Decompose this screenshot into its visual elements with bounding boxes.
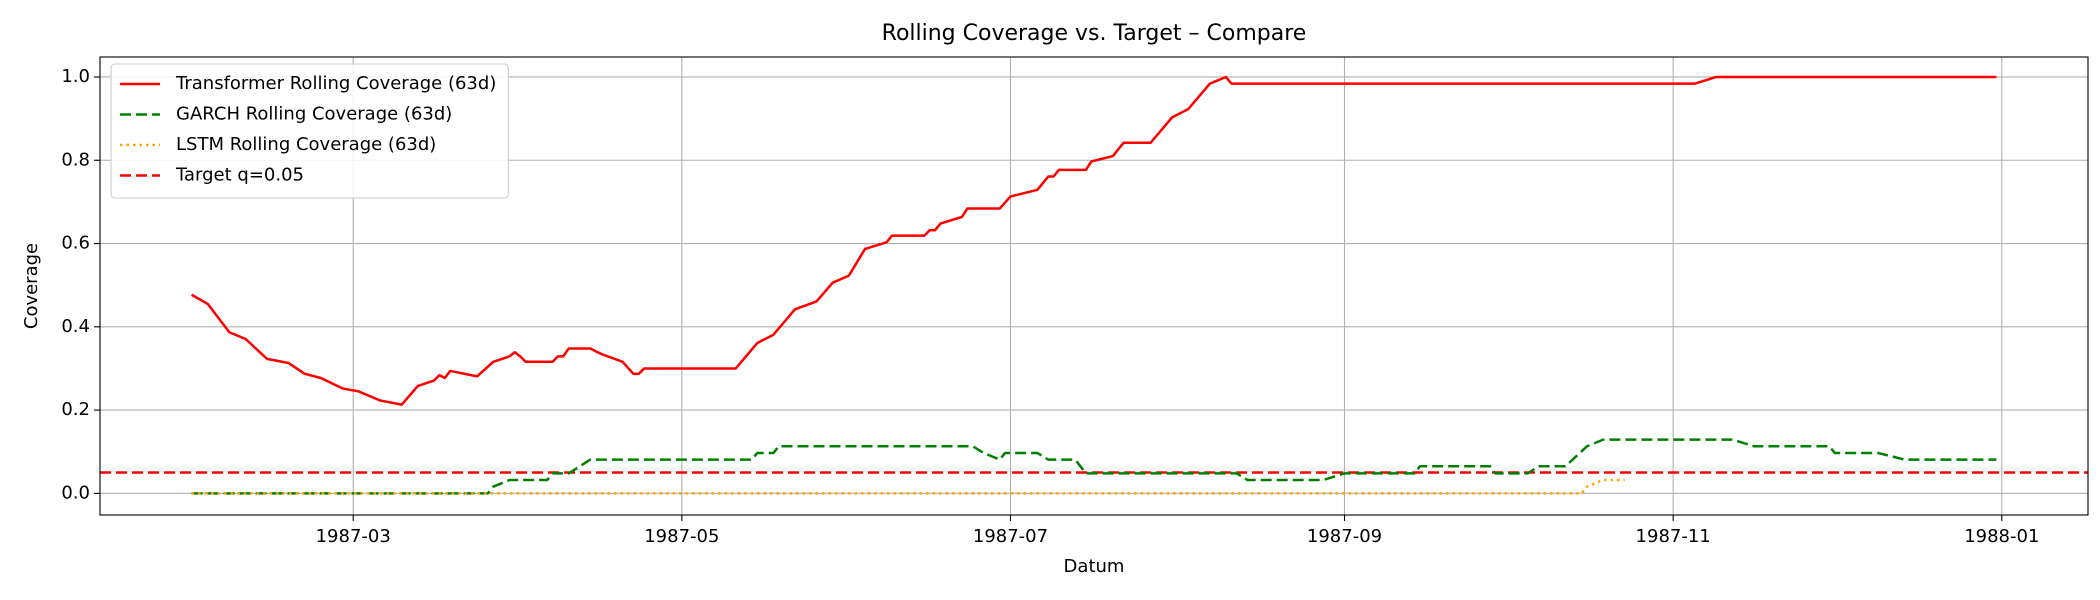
y-axis-label: Coverage <box>21 243 42 329</box>
x-tick-label: 1987-09 <box>1307 526 1382 547</box>
legend-label: Transformer Rolling Coverage (63d) <box>175 73 496 94</box>
x-tick-label: 1988-01 <box>1964 526 2039 547</box>
legend-label: Target q=0.05 <box>175 165 304 186</box>
legend-label: LSTM Rolling Coverage (63d) <box>176 134 436 155</box>
y-tick-label: 0.0 <box>61 482 90 503</box>
legend-label: GARCH Rolling Coverage (63d) <box>176 104 452 125</box>
x-tick-label: 1987-07 <box>973 526 1048 547</box>
chart-title: Rolling Coverage vs. Target – Compare <box>882 21 1307 46</box>
y-tick-label: 1.0 <box>61 66 90 87</box>
x-tick-label: 1987-05 <box>644 526 719 547</box>
y-tick-label: 0.4 <box>61 316 90 337</box>
plot-frame <box>99 56 2089 516</box>
series-line <box>190 75 1997 406</box>
y-tick-label: 0.6 <box>61 233 90 254</box>
series-line <box>191 438 1997 495</box>
y-tick-label: 0.8 <box>61 149 90 170</box>
x-axis-label: Datum <box>1064 556 1125 577</box>
x-tick-label: 1987-03 <box>316 526 391 547</box>
x-tick-label: 1987-11 <box>1636 526 1711 547</box>
legend-box <box>110 63 509 199</box>
series-line <box>191 478 1625 495</box>
y-tick-label: 0.2 <box>61 399 90 420</box>
